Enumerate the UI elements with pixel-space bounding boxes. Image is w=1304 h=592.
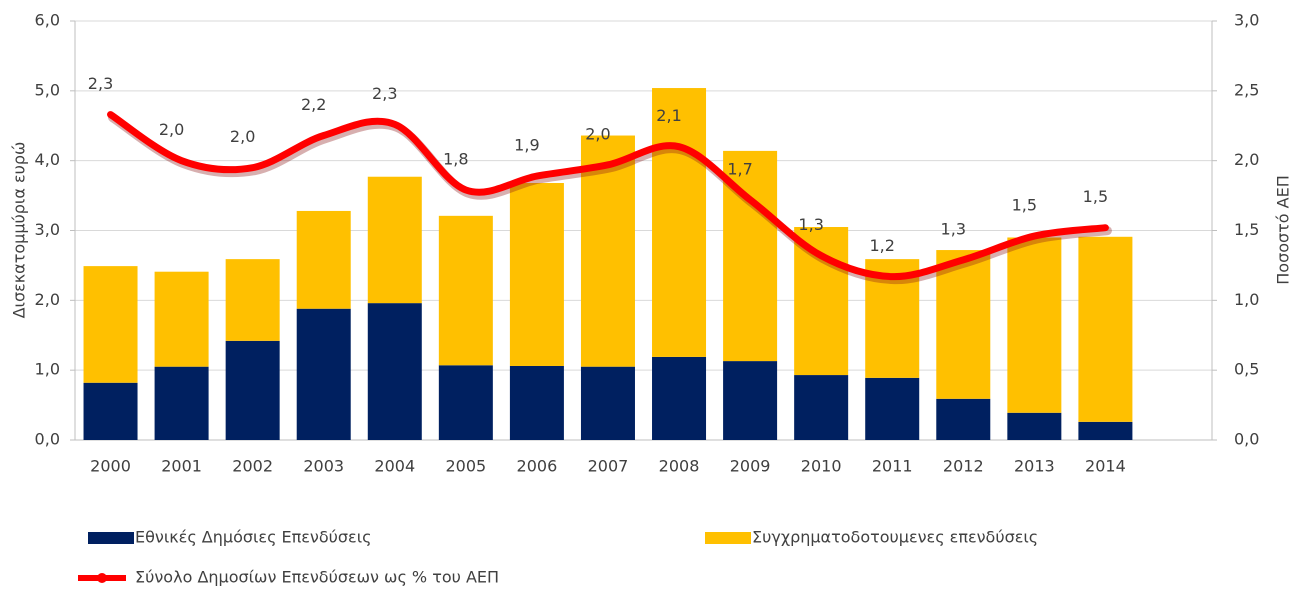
x-tick-label: 2011 bbox=[872, 457, 913, 476]
data-label: 1,3 bbox=[941, 219, 966, 238]
bar bbox=[225, 259, 280, 341]
legend-label: Σύνολο Δημοσίων Επενδύσεων ως % του ΑΕΠ bbox=[135, 568, 499, 587]
bar bbox=[1007, 412, 1062, 440]
y2-tick-label: 1,0 bbox=[1234, 290, 1259, 309]
y-tick-label: 4,0 bbox=[35, 150, 60, 169]
data-label: 2,0 bbox=[230, 127, 255, 146]
bar bbox=[154, 271, 209, 367]
bar bbox=[1078, 236, 1133, 422]
bar bbox=[154, 366, 209, 440]
data-label: 1,3 bbox=[798, 215, 823, 234]
x-tick-label: 2006 bbox=[517, 457, 558, 476]
data-label: 2,1 bbox=[656, 106, 681, 125]
x-tick-label: 2010 bbox=[801, 457, 842, 476]
data-label: 1,5 bbox=[1012, 196, 1037, 215]
y-tick-label: 3,0 bbox=[35, 220, 60, 239]
bar bbox=[936, 250, 991, 399]
bar bbox=[652, 356, 707, 440]
legend-label: Συγχρηματοδοτουμενες επενδύσεις bbox=[752, 528, 1038, 547]
data-label: 2,3 bbox=[88, 74, 113, 93]
legend-label: Εθνικές Δημόσιες Επενδύσεις bbox=[135, 528, 372, 547]
data-label: 1,5 bbox=[1083, 187, 1108, 206]
y2-tick-label: 2,5 bbox=[1234, 80, 1259, 99]
data-label: 1,2 bbox=[869, 236, 894, 255]
data-label: 1,7 bbox=[727, 159, 752, 178]
bar bbox=[225, 340, 280, 440]
bar bbox=[83, 266, 138, 383]
bar bbox=[1078, 421, 1133, 440]
y2-tick-label: 3,0 bbox=[1234, 11, 1259, 30]
bar bbox=[509, 183, 564, 366]
y-tick-label: 5,0 bbox=[35, 80, 60, 99]
y2-tick-label: 0,0 bbox=[1234, 430, 1259, 449]
y-tick-label: 2,0 bbox=[35, 290, 60, 309]
data-label: 2,0 bbox=[585, 124, 610, 143]
x-tick-label: 2013 bbox=[1014, 457, 1055, 476]
legend-swatch bbox=[88, 532, 134, 544]
data-label: 2,2 bbox=[301, 95, 326, 114]
x-tick-label: 2002 bbox=[232, 457, 273, 476]
x-tick-label: 2003 bbox=[303, 457, 344, 476]
y2-tick-label: 0,5 bbox=[1234, 360, 1259, 379]
x-tick-label: 2009 bbox=[730, 457, 771, 476]
y-axis-label: Δισεκατομμύρια ευρώ bbox=[10, 142, 29, 319]
y-tick-label: 1,0 bbox=[35, 360, 60, 379]
x-tick-label: 2000 bbox=[90, 457, 131, 476]
y-tick-label: 6,0 bbox=[35, 11, 60, 30]
bar bbox=[794, 375, 849, 440]
data-label: 1,8 bbox=[443, 149, 468, 168]
x-tick-label: 2008 bbox=[659, 457, 700, 476]
bar bbox=[652, 88, 707, 357]
bar bbox=[438, 215, 493, 366]
bar bbox=[936, 398, 991, 440]
y2-tick-label: 1,5 bbox=[1234, 220, 1259, 239]
bar bbox=[1007, 237, 1062, 413]
x-tick-label: 2012 bbox=[943, 457, 984, 476]
bar bbox=[509, 365, 564, 440]
legend-marker bbox=[97, 573, 107, 583]
bar bbox=[296, 210, 351, 309]
bar bbox=[580, 135, 635, 367]
x-tick-label: 2005 bbox=[445, 457, 486, 476]
data-label: 1,9 bbox=[514, 136, 539, 155]
bar bbox=[367, 176, 422, 304]
bar bbox=[865, 377, 920, 440]
x-tick-label: 2001 bbox=[161, 457, 202, 476]
data-label: 2,0 bbox=[159, 120, 184, 139]
x-tick-label: 2004 bbox=[374, 457, 415, 476]
bar bbox=[723, 361, 778, 440]
bar bbox=[438, 365, 493, 440]
bar bbox=[367, 303, 422, 440]
line bbox=[107, 111, 1109, 281]
y2-axis-label: Ποσοστό ΑΕΠ bbox=[1274, 175, 1293, 284]
bar bbox=[580, 366, 635, 440]
bar bbox=[296, 308, 351, 440]
y-tick-label: 0,0 bbox=[35, 430, 60, 449]
data-label: 2,3 bbox=[372, 84, 397, 103]
x-tick-label: 2014 bbox=[1085, 457, 1126, 476]
legend-swatch bbox=[705, 532, 751, 544]
y2-tick-label: 2,0 bbox=[1234, 150, 1259, 169]
x-tick-label: 2007 bbox=[588, 457, 629, 476]
bar bbox=[83, 382, 138, 440]
